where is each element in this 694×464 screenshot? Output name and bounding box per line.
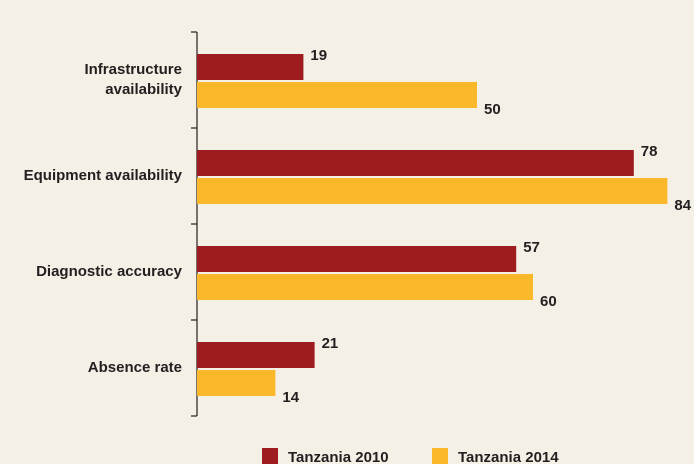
data-label: 60 <box>540 293 557 310</box>
data-label: 19 <box>310 47 327 64</box>
legend-swatch <box>432 448 448 464</box>
bar <box>197 370 276 396</box>
category-label: Infrastructure availability <box>84 61 182 98</box>
bar <box>197 150 634 176</box>
data-label: 14 <box>282 389 299 406</box>
data-label: 84 <box>674 197 691 214</box>
data-label: 78 <box>641 143 658 160</box>
category-label: Diagnostic accuracy <box>36 263 182 280</box>
data-label: 50 <box>484 101 501 118</box>
legend-label: Tanzania 2014 <box>458 449 559 464</box>
category-label: Absence rate <box>87 359 182 376</box>
bar <box>197 82 477 108</box>
bar <box>197 274 533 300</box>
legend-swatch <box>262 448 278 464</box>
bar <box>197 54 304 80</box>
legend-label: Tanzania 2010 <box>288 449 389 464</box>
category-label: Equipment availability <box>23 167 182 184</box>
data-label: 21 <box>322 335 339 352</box>
bar <box>197 178 668 204</box>
bar <box>197 342 315 368</box>
data-label: 57 <box>523 239 540 256</box>
bar <box>197 246 517 272</box>
